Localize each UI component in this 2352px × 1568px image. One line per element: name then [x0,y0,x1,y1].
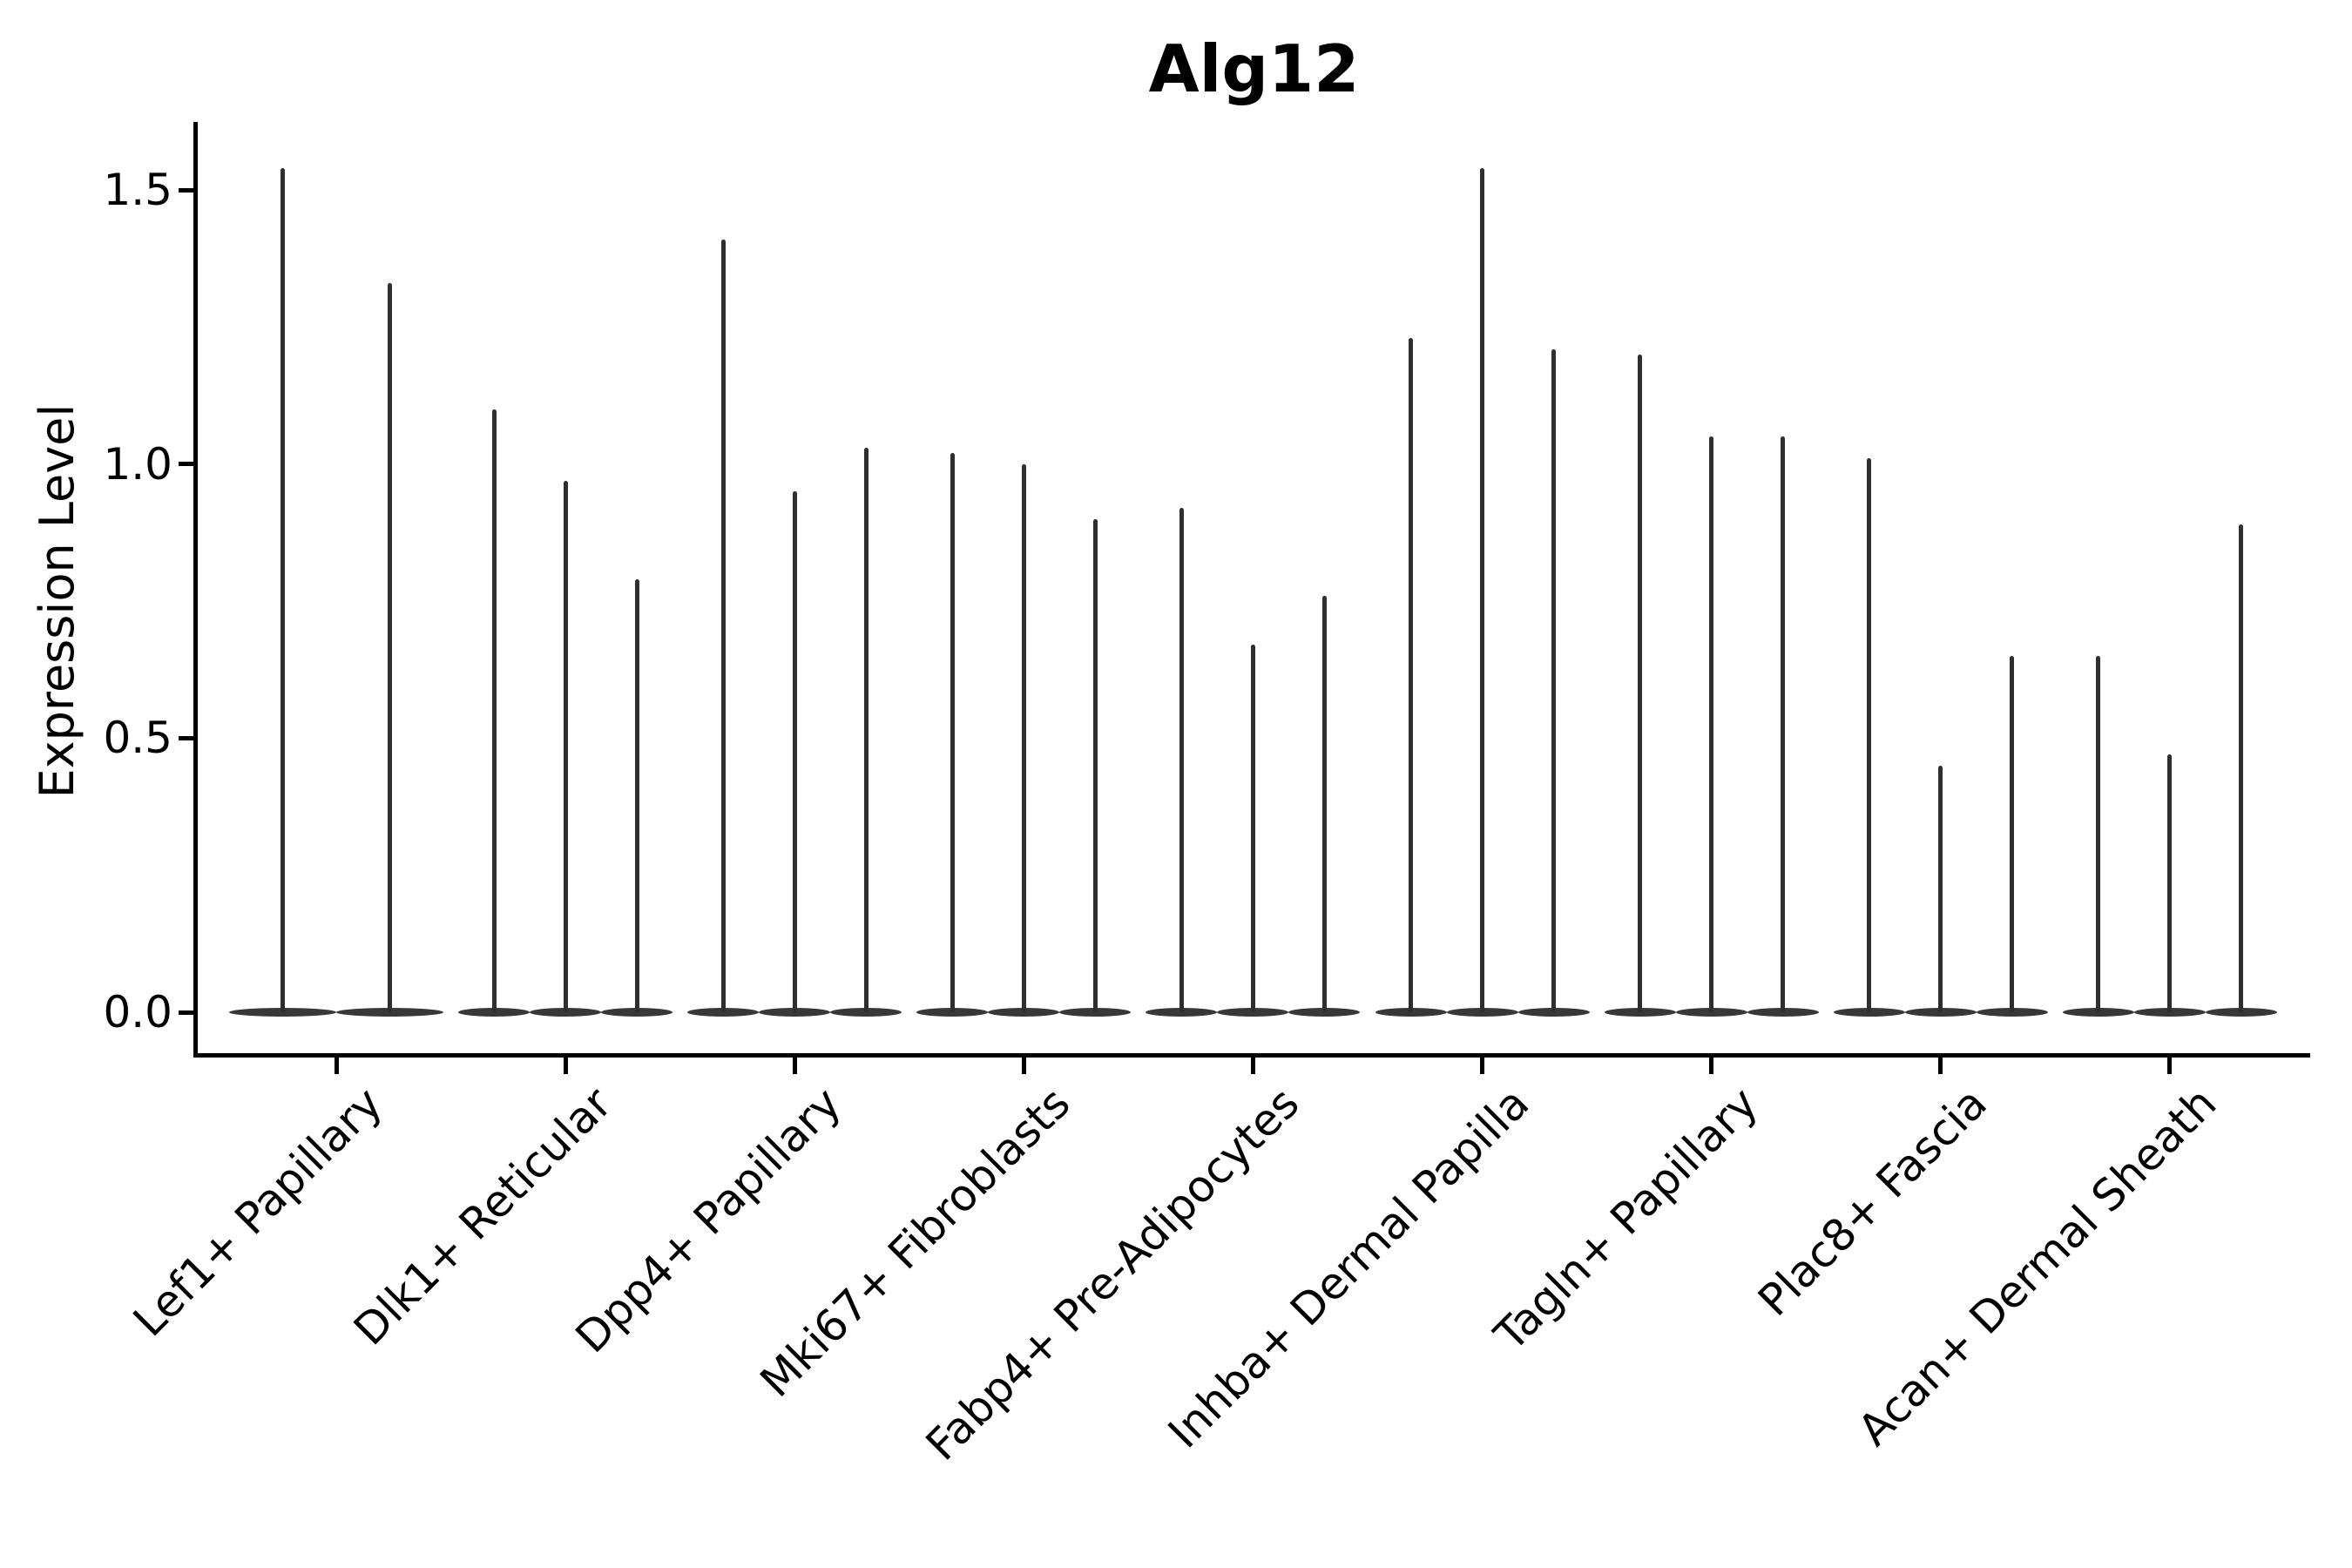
y-tick [179,462,193,467]
x-tick [1021,1058,1026,1074]
violin-base [1747,1008,1819,1017]
violin-base [458,1008,531,1017]
violin-base [530,1008,602,1017]
violin-spike [1409,337,1413,1012]
violin-base [988,1008,1060,1017]
x-tick [1709,1058,1714,1074]
violin-spike [792,491,797,1012]
violin-base [830,1008,902,1017]
violin-spike [280,167,285,1012]
violin-base [1976,1008,2048,1017]
violin-base [2133,1008,2206,1017]
violin-spike [1250,645,1255,1012]
violin-spike [1179,508,1184,1012]
violin-base [687,1008,760,1017]
violin-spike [1781,436,1786,1012]
violin-base [1217,1008,1289,1017]
y-tick-label: 0.0 [103,987,172,1037]
violin-base [1446,1008,1518,1017]
violin-spike [388,282,392,1012]
x-tick-label-text: Plac8+ Fascia [1748,1078,1997,1327]
violin-spike [2096,655,2101,1012]
y-axis-spine [193,122,198,1058]
violin-spike [1709,436,1714,1012]
violin-base [1604,1008,1676,1017]
y-tick-label: 1.5 [103,165,172,215]
violin-spike [1321,595,1327,1012]
violin-spike [863,447,868,1012]
violin-spike [1480,167,1484,1012]
chart-title: Alg12 [1148,30,1360,107]
violin-base [2062,1008,2134,1017]
violin-base [1146,1008,1218,1017]
violin-base [1675,1008,1747,1017]
x-tick [2167,1058,2173,1074]
violin-base [1375,1008,1447,1017]
x-tick [563,1058,568,1074]
violin-spike [1638,354,1643,1012]
violin-base [916,1008,989,1017]
y-tick [179,1010,193,1015]
y-tick-label: 0.5 [103,713,172,764]
x-tick-label-text: Lef1+ Papillary [124,1078,393,1347]
violin-spike [1021,463,1026,1012]
violin-spike [2167,754,2173,1012]
violin-base [2205,1008,2277,1017]
violin-spike [1867,458,1872,1012]
violin-spike [950,453,955,1012]
violin-spike [1092,518,1098,1012]
x-tick-label-text: Fabp4+ Pre-Adipocytes [916,1078,1309,1470]
x-tick [334,1058,339,1074]
x-tick [1938,1058,1943,1074]
violin-spike [563,480,568,1012]
y-tick [179,187,193,193]
x-tick [792,1058,797,1074]
violin-spike [1938,765,1943,1012]
violin-base [1833,1008,1905,1017]
violin-base [759,1008,831,1017]
violin-spike [1551,348,1556,1012]
violin-spike [491,409,497,1012]
violin-spike [2010,655,2015,1012]
violin-spike [720,239,726,1012]
x-axis-spine [193,1053,2310,1058]
violin-spike [634,578,639,1012]
violin-base [229,1008,336,1017]
violin-base [601,1008,673,1017]
x-tick [1250,1058,1255,1074]
violin-base [1288,1008,1361,1017]
y-tick [179,735,193,740]
violin-base [1904,1008,1977,1017]
y-tick-label: 1.0 [103,438,172,490]
violin-base [1517,1008,1590,1017]
violin-base [1059,1008,1132,1017]
violin-spike [2239,524,2244,1012]
x-tick [1480,1058,1484,1074]
violin-base [336,1008,443,1017]
